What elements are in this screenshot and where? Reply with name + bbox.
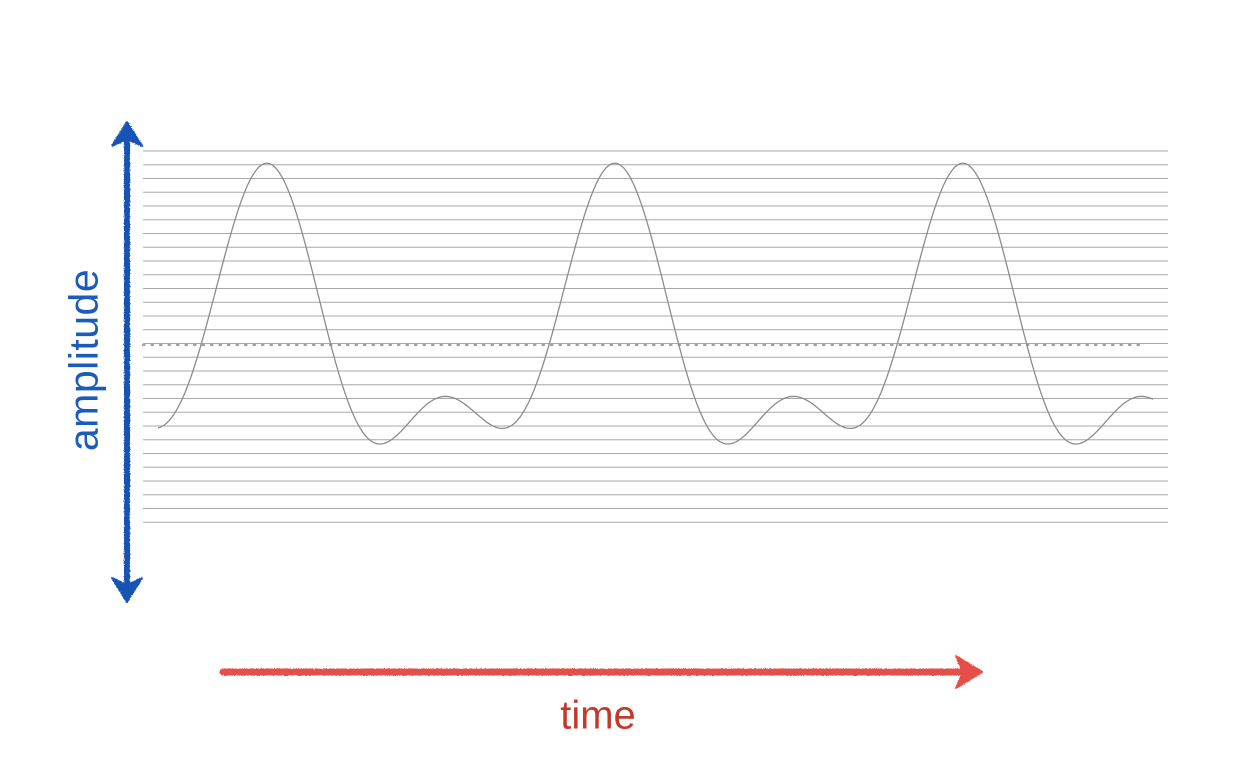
- right-arrow-icon: [219, 655, 983, 689]
- grid-lines: [143, 150, 1168, 523]
- time-axis-label: time: [560, 693, 636, 738]
- waveform-curve: [157, 162, 1154, 445]
- double-headed-arrow-icon: [111, 121, 143, 603]
- amplitude-axis-label: amplitude: [60, 268, 107, 452]
